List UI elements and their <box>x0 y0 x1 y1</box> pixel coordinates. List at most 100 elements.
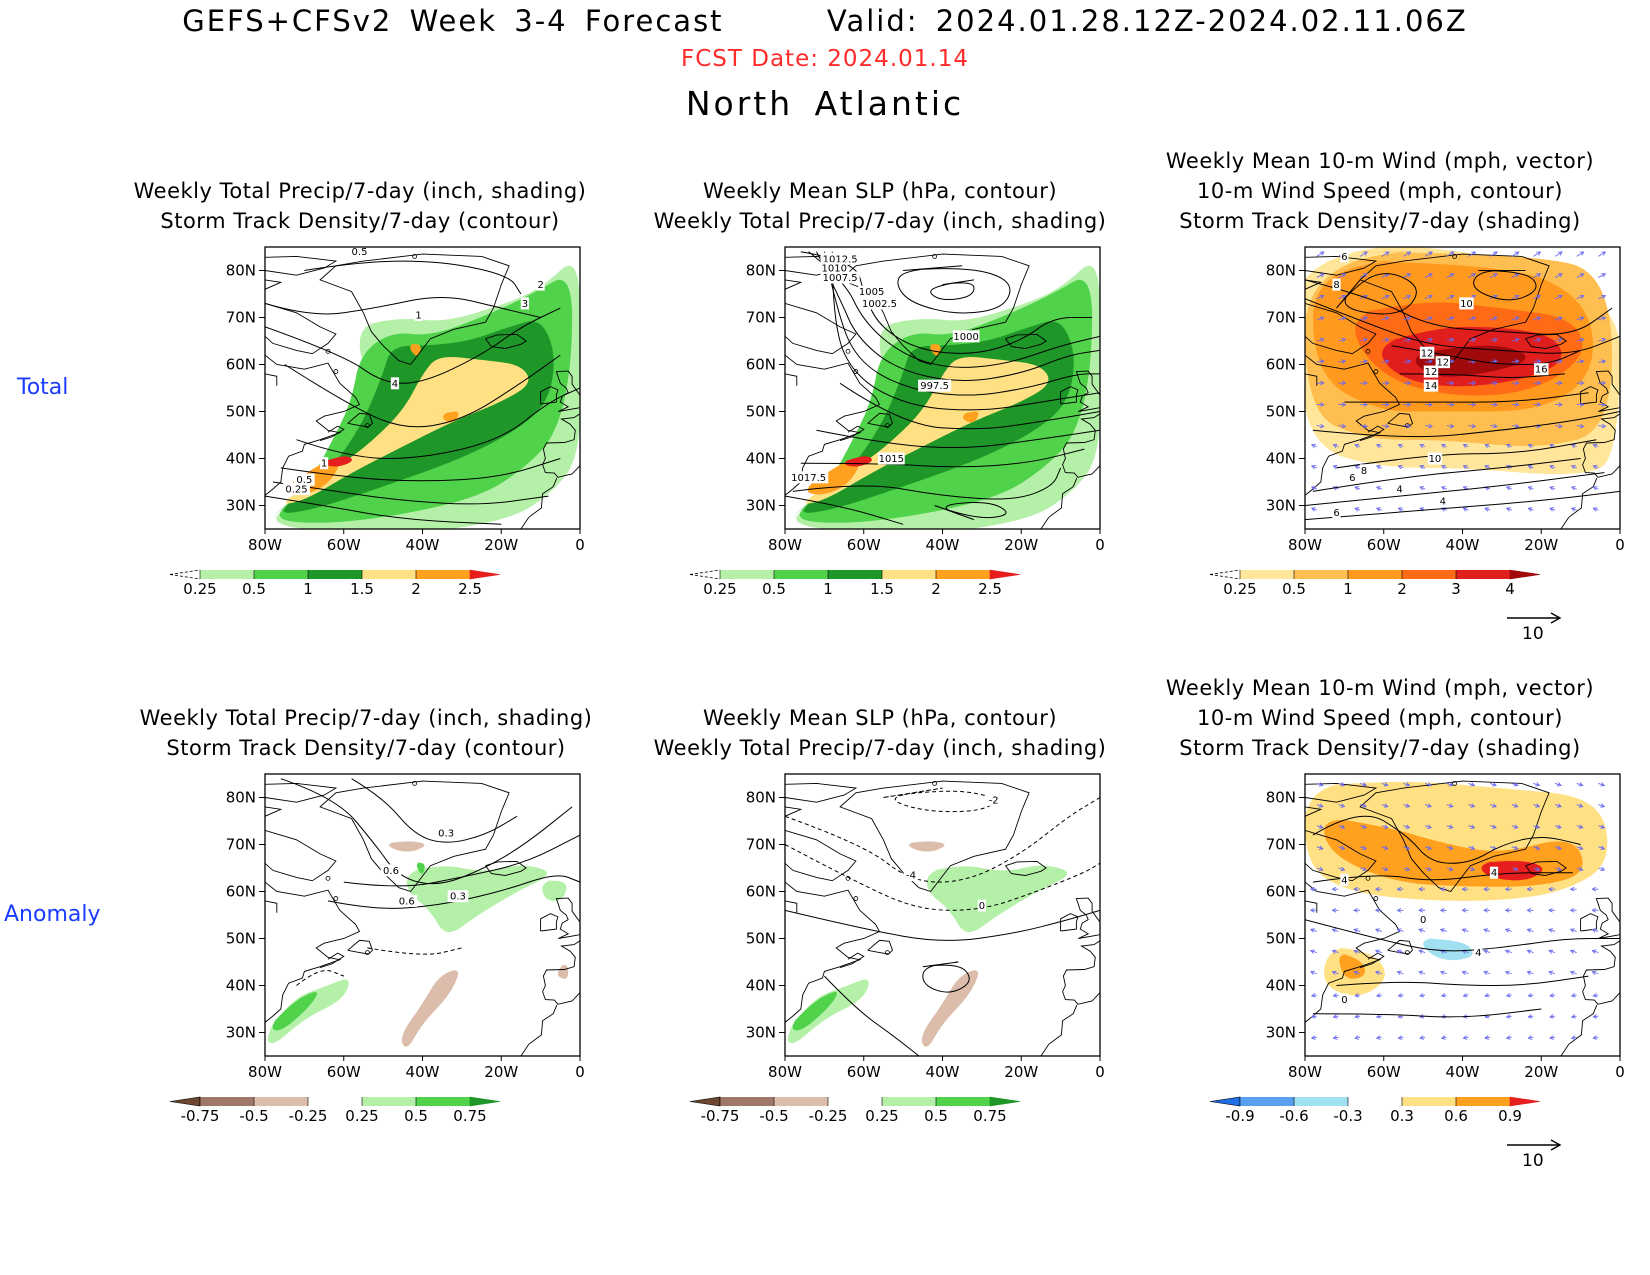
lat-tick-label: 50N <box>1266 403 1296 421</box>
slp-anom-contour-zero <box>824 975 920 1056</box>
lat-tick-label: 80N <box>1266 789 1296 807</box>
lat-tick-label: 60N <box>1266 356 1296 374</box>
slp-contour <box>839 382 1100 430</box>
coastline <box>1305 829 1377 882</box>
coastline <box>1359 952 1385 969</box>
coastline <box>1595 897 1620 939</box>
colorbar-label: 0.25 <box>865 1107 898 1125</box>
colorbar-swatch <box>936 1097 990 1106</box>
contour-label: 0 <box>979 901 985 912</box>
slp-anom-contour-neg <box>785 844 1100 911</box>
contour-label: 8 <box>1333 280 1339 291</box>
contour-label: 1010 <box>821 264 846 275</box>
colorbar-label: 0.75 <box>453 1107 486 1125</box>
lat-tick-label: 50N <box>746 403 776 421</box>
contour-label: 16 <box>1535 365 1548 376</box>
wind-anom-contour <box>1336 975 1589 987</box>
lon-tick-label: 20W <box>1524 536 1558 554</box>
lat-tick-label: 50N <box>226 930 256 948</box>
vector-reference-arrow-anom <box>1505 1137 1565 1156</box>
colorbar-swatch <box>1509 569 1541 580</box>
speed-contour <box>1473 270 1537 301</box>
coastline <box>542 940 580 1005</box>
slp-anom-contour-zero <box>785 909 1100 941</box>
colorbar-swatch <box>254 1097 308 1106</box>
colorbar-swatch <box>828 570 882 579</box>
coastline <box>265 782 338 803</box>
slp-contour <box>800 251 1093 354</box>
main-title: GEFS+CFSv2 Week 3-4 Forecast Valid: 2024… <box>182 4 1468 38</box>
track-contour <box>296 387 580 460</box>
coastline <box>265 806 283 817</box>
lon-tick-label: 20W <box>1004 1063 1038 1081</box>
slp-anom-contour-neg <box>883 787 995 813</box>
forecast-date: FCST Date: 2024.01.14 <box>681 46 969 72</box>
coastline <box>600 355 639 383</box>
colorbar-precip-total-2: 0.25 0.5 1 1.5 2 2.5 <box>689 568 1090 606</box>
precip-anom-shade-0.25 <box>406 863 548 933</box>
slp-contour <box>816 251 1100 381</box>
lat-tick-label: 30N <box>1266 497 1296 515</box>
precip-anom-shade-0.25 <box>785 979 869 1044</box>
coastline <box>623 796 666 813</box>
coastline <box>1560 478 1598 529</box>
coastline <box>1305 373 1318 386</box>
map-wind-anom: 4 4 0 4 0 80N 70N 60N 50N 40N 30N 80W 60W 40W 20W 0 <box>1250 772 1640 1100</box>
colorbar-swatch <box>989 1096 1021 1107</box>
precip-anom-shade-neg <box>918 970 978 1047</box>
coastline <box>785 881 881 1023</box>
lon-tick-label: 0 <box>575 536 585 554</box>
map-wind-total: 6 8 10 12 12 12 14 16 10 8 6 4 4 6 80N 70N 60N 50N 40N 30N 8… <box>1250 245 1640 573</box>
colorbar-track-total: 0.25 0.5 1 2 3 4 <box>1209 568 1610 606</box>
contour-label: 0.6 <box>399 896 415 907</box>
coastline <box>600 313 691 355</box>
colorbar-precip-anom: -0.75 -0.5 -0.25 0.25 0.5 0.75 <box>169 1095 570 1133</box>
coastline <box>1305 782 1378 803</box>
colorbar-swatch <box>936 570 990 579</box>
coastline <box>1120 840 1211 882</box>
region-title: North Atlantic <box>685 84 965 123</box>
coastline <box>1640 840 1650 882</box>
panel-title-slp-anom: Weekly Mean SLP (hPa, contour) Weekly To… <box>653 706 1107 760</box>
colorbar-precip-anom-2: -0.75 -0.5 -0.25 0.25 0.5 0.75 <box>689 1095 1090 1133</box>
colorbar-label: 3 <box>1451 580 1461 598</box>
precip-anom-shade-neg <box>383 839 425 852</box>
lat-tick-label: 30N <box>746 497 776 515</box>
coastline <box>1143 796 1186 813</box>
coastline <box>1640 882 1650 910</box>
colorbar-label: 0.5 <box>762 580 786 598</box>
coastline <box>785 354 881 496</box>
contour-label: 1007.5 <box>823 273 858 284</box>
coastline <box>542 413 580 478</box>
slp-contour <box>785 495 904 525</box>
lat-tick-label: 80N <box>746 262 776 280</box>
colorbar-label: 1 <box>303 580 313 598</box>
coastline <box>785 279 803 290</box>
coastline <box>555 897 580 939</box>
coastline <box>785 782 858 803</box>
colorbar-label: -0.75 <box>701 1107 740 1125</box>
colorbar-label: 2 <box>1397 580 1407 598</box>
lon-tick-label: 40W <box>1446 1063 1480 1081</box>
lat-tick-label: 30N <box>1266 1024 1296 1042</box>
coastline <box>319 952 345 969</box>
track-contour <box>265 495 502 525</box>
panel-title-precip-anom: Weekly Total Precip/7-day (inch, shading… <box>139 706 593 760</box>
coastline <box>867 412 894 428</box>
coastline <box>600 882 639 910</box>
lat-tick-label: 40N <box>746 450 776 468</box>
slp-contour <box>808 251 1100 368</box>
speed-contour <box>1305 298 1620 354</box>
colorbar-swatch <box>1348 570 1402 579</box>
coastline <box>1640 313 1650 355</box>
coastline <box>485 860 527 876</box>
precip-anom-shade-0.5 <box>414 861 427 874</box>
lon-tick-label: 0 <box>575 1063 585 1081</box>
precip-anom-shade-neg <box>398 970 458 1047</box>
speed-contour <box>1336 439 1597 469</box>
precip-shade-2.5 <box>958 406 982 423</box>
map-precip-total: 0.5 1 2 3 4 1 0.5 0.25 80N 70N 60N 50N 40N 30N 80W 60W 4… <box>210 245 600 573</box>
contour-label: 4 <box>1491 868 1497 879</box>
coastline <box>319 780 510 893</box>
lat-tick-label: 30N <box>226 497 256 515</box>
